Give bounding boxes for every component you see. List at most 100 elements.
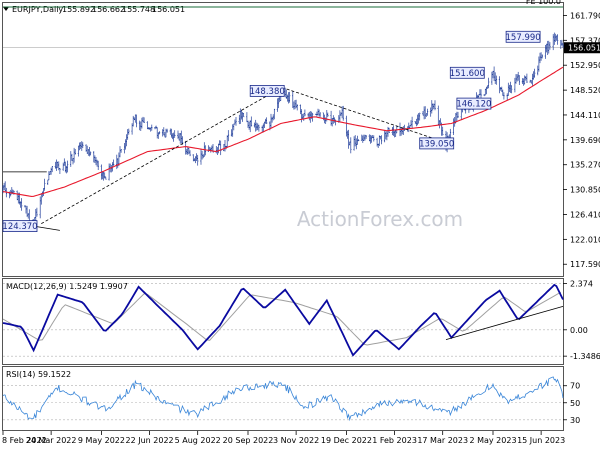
- price-candle: [215, 146, 218, 154]
- price-candle: [146, 121, 149, 130]
- price-candle: [402, 126, 405, 135]
- price-candle: [247, 120, 249, 128]
- price-candle: [172, 132, 175, 142]
- price-candle: [545, 43, 548, 53]
- price-candle: [166, 128, 168, 133]
- ohlc-low: 155.748: [122, 5, 155, 14]
- price-candle: [507, 82, 510, 96]
- price-candle: [403, 124, 406, 131]
- rsi-y-axis: 70 50 30: [563, 382, 580, 425]
- price-candle: [414, 121, 417, 125]
- price-candle: [426, 108, 429, 116]
- price-candle: [355, 138, 358, 150]
- chart-header: EURJPY,Daily 155.892 156.662 155.748 156…: [3, 5, 185, 14]
- price-annotation: 139.050: [419, 137, 454, 149]
- price-candle: [185, 148, 188, 155]
- price-candle: [97, 160, 99, 170]
- price-candle: [39, 196, 41, 219]
- price-candle: [235, 117, 237, 126]
- price-candle: [117, 158, 119, 168]
- price-candle: [171, 133, 174, 140]
- price-candle: [96, 159, 98, 167]
- price-candle: [385, 131, 387, 140]
- price-candle: [432, 103, 434, 111]
- price-candle: [532, 71, 535, 80]
- price-candle: [270, 113, 272, 128]
- price-candle: [103, 172, 106, 179]
- price-candle: [553, 32, 555, 45]
- price-candle: [561, 39, 563, 46]
- price-candle: [59, 168, 61, 174]
- price-candle: [158, 131, 161, 135]
- price-candle: [93, 151, 95, 163]
- price-candle: [554, 33, 557, 42]
- ohlc-high: 156.662: [92, 5, 125, 14]
- price-tick-label: 157.370: [570, 36, 600, 45]
- price-candle: [47, 179, 49, 185]
- price-candle: [230, 129, 233, 137]
- rsi-panel-frame: [2, 366, 564, 431]
- price-candle: [161, 129, 164, 137]
- price-candle: [498, 76, 501, 94]
- price-candle: [299, 104, 302, 115]
- price-candle: [318, 109, 320, 117]
- price-candle: [365, 135, 367, 139]
- price-candle: [327, 112, 329, 117]
- price-candle: [526, 73, 528, 83]
- x-tick-label: 19 Dec 2022: [321, 436, 372, 445]
- price-annotation-text: 139.050: [419, 139, 454, 149]
- price-tick-label: 139.690: [570, 136, 600, 145]
- price-candle: [548, 40, 550, 54]
- rsi-tick-label: 50: [570, 399, 580, 408]
- price-annotation: 148.380: [250, 85, 285, 97]
- price-candle: [108, 163, 110, 181]
- price-candle: [273, 108, 276, 120]
- price-tick-label: 135.270: [570, 161, 600, 170]
- price-candle: [72, 157, 74, 165]
- price-candle: [239, 108, 242, 124]
- price-candle: [416, 114, 419, 126]
- price-candle: [430, 100, 433, 114]
- dropdown-triangle-icon[interactable]: [3, 7, 9, 11]
- price-candle: [135, 114, 138, 128]
- price-candle: [20, 198, 23, 211]
- price-candle: [78, 142, 81, 151]
- price-candle: [249, 120, 251, 133]
- macd-tick-label: -1.3486: [570, 352, 600, 361]
- price-candle: [165, 128, 167, 138]
- price-candle: [492, 70, 494, 79]
- watermark: ActionForex.com: [297, 207, 463, 231]
- price-candle: [48, 171, 50, 181]
- price-candle: [141, 117, 143, 129]
- price-candle: [143, 117, 145, 124]
- price-candle: [86, 145, 88, 154]
- macd-tick-label: 0.00: [570, 326, 588, 335]
- price-tick-label: 152.950: [570, 61, 600, 70]
- price-candle: [293, 101, 295, 110]
- price-candle: [503, 92, 505, 100]
- price-candle: [149, 127, 152, 132]
- price-candle: [517, 71, 519, 81]
- price-annotations: 124.370 148.380 139.050 146.120 151.600 157.9…: [2, 30, 541, 232]
- price-candle: [506, 93, 508, 101]
- price-annotation-text: 157.990: [506, 33, 541, 43]
- price-candle: [294, 100, 296, 110]
- price-candle: [265, 117, 268, 124]
- price-candle: [555, 35, 558, 41]
- price-candle: [257, 123, 259, 130]
- price-candle: [233, 123, 235, 131]
- price-annotation: 146.120: [456, 97, 491, 110]
- price-candle: [303, 113, 305, 121]
- price-candle: [345, 115, 348, 137]
- price-candle: [362, 135, 364, 143]
- price-trendline: [41, 87, 283, 224]
- price-annotation-text: 148.380: [250, 87, 285, 97]
- price-candle: [110, 165, 113, 173]
- price-candle: [510, 85, 513, 94]
- price-candle: [43, 178, 46, 191]
- price-candle: [184, 140, 187, 155]
- current-price-tag: 156.051: [564, 42, 600, 54]
- price-candle: [189, 150, 191, 157]
- price-candle: [119, 146, 121, 158]
